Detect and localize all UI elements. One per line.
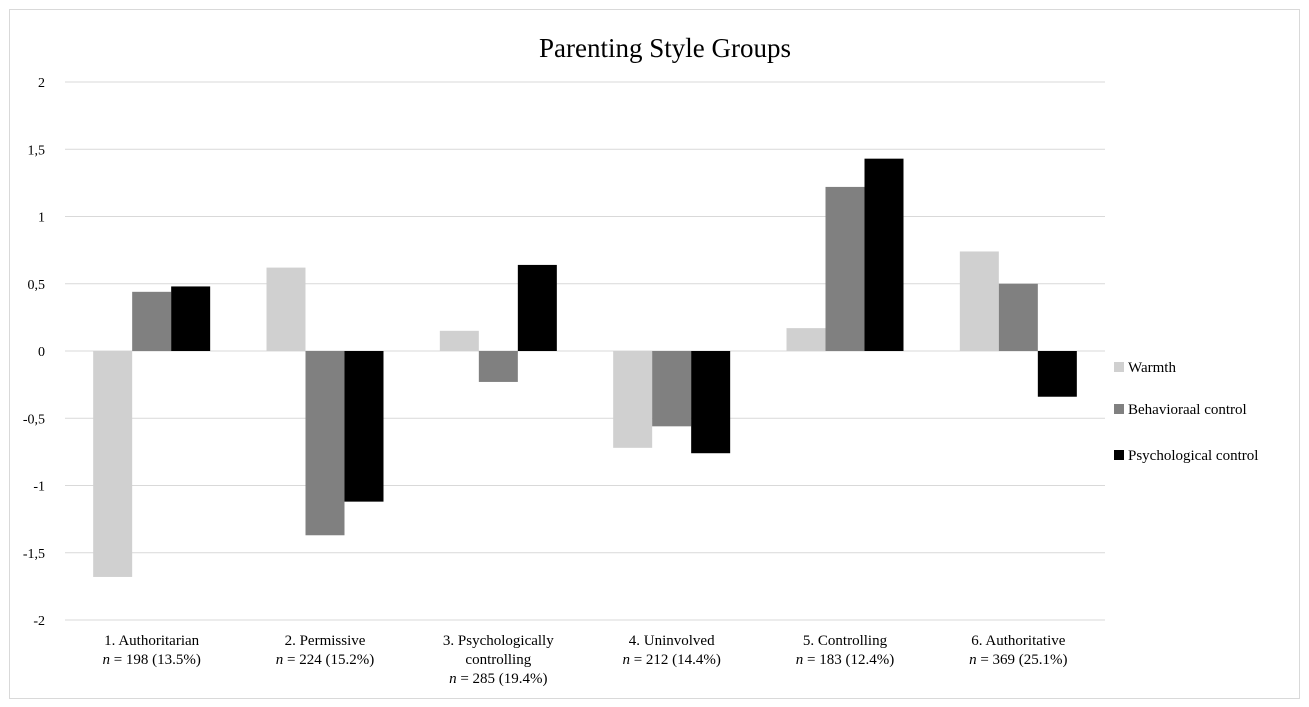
- x-category-label: 5. Controlling: [803, 633, 888, 649]
- y-tick-label: 0,5: [28, 278, 46, 293]
- bar-psychological-control: [864, 158, 904, 351]
- legend: Warmth Behavioraal control Psychological c…: [1114, 360, 1258, 464]
- bar-warmth: [266, 267, 306, 351]
- n-symbol: n: [276, 652, 284, 668]
- bar-warmth: [613, 351, 653, 448]
- bar-behavioraal-control: [998, 283, 1038, 351]
- n-symbol: n: [796, 652, 804, 668]
- y-tick-label: -2: [33, 614, 45, 629]
- x-category-label: controlling: [465, 652, 531, 668]
- n-value: = 212 (14.4%): [630, 652, 721, 668]
- bar-psychological-control: [1037, 351, 1077, 397]
- bar-warmth: [439, 330, 479, 351]
- y-tick-label: 2: [38, 76, 45, 91]
- gridlines: [65, 81, 1105, 621]
- bars: [93, 158, 1077, 577]
- bar-psychological-control: [171, 286, 211, 351]
- bar-behavioraal-control: [652, 351, 692, 427]
- legend-label: Psychological control: [1128, 448, 1258, 464]
- chart-title: Parenting Style Groups: [539, 33, 791, 63]
- x-category-label: 3. Psychologically: [443, 633, 554, 649]
- x-category-n: n = 198 (13.5%): [102, 652, 200, 668]
- y-tick-label: -0,5: [23, 412, 45, 427]
- bar-psychological-control: [344, 351, 384, 502]
- x-category-label: 6. Authoritative: [971, 633, 1065, 649]
- x-category-label: 4. Uninvolved: [629, 633, 715, 649]
- bar-warmth: [786, 328, 826, 351]
- bar-psychological-control: [691, 351, 731, 454]
- bar-behavioraal-control: [305, 351, 345, 536]
- bar-behavioraal-control: [478, 351, 518, 382]
- n-value: = 183 (12.4%): [803, 652, 894, 668]
- n-symbol: n: [969, 652, 977, 668]
- n-value: = 198 (13.5%): [110, 652, 201, 668]
- legend-label: Warmth: [1128, 360, 1176, 376]
- y-axis-ticks: 2 1,5 1 0,5 0 -0,5 -1 -1,5 -2: [23, 76, 45, 629]
- legend-swatch: [1114, 450, 1124, 460]
- bar-warmth: [93, 351, 133, 577]
- y-tick-label: 1: [38, 211, 45, 226]
- y-tick-label: -1,5: [23, 547, 45, 562]
- n-symbol: n: [102, 652, 110, 668]
- x-category-n: n = 369 (25.1%): [969, 652, 1067, 668]
- n-symbol: n: [622, 652, 630, 668]
- n-value: = 369 (25.1%): [977, 652, 1068, 668]
- n-symbol: n: [449, 671, 457, 687]
- x-category-label: 2. Permissive: [285, 633, 366, 649]
- y-tick-label: -1: [33, 480, 45, 495]
- x-category-n: n = 285 (19.4%): [449, 671, 547, 687]
- bar-behavioraal-control: [825, 186, 865, 351]
- x-category-n: n = 183 (12.4%): [796, 652, 894, 668]
- x-axis-labels: 1. Authoritarian n = 198 (13.5%) 2. Permis…: [102, 633, 1067, 687]
- y-tick-label: 0: [38, 345, 45, 360]
- x-category-label: 1. Authoritarian: [104, 633, 199, 649]
- bar-behavioraal-control: [132, 291, 172, 351]
- legend-swatch: [1114, 362, 1124, 372]
- x-category-n: n = 224 (15.2%): [276, 652, 374, 668]
- n-value: = 224 (15.2%): [283, 652, 374, 668]
- bar-psychological-control: [517, 264, 557, 351]
- y-tick-label: 1,5: [28, 143, 46, 158]
- legend-swatch: [1114, 404, 1124, 414]
- legend-label: Behavioraal control: [1128, 402, 1247, 418]
- bar-warmth: [959, 251, 999, 351]
- n-value: = 285 (19.4%): [457, 671, 548, 687]
- x-category-n: n = 212 (14.4%): [622, 652, 720, 668]
